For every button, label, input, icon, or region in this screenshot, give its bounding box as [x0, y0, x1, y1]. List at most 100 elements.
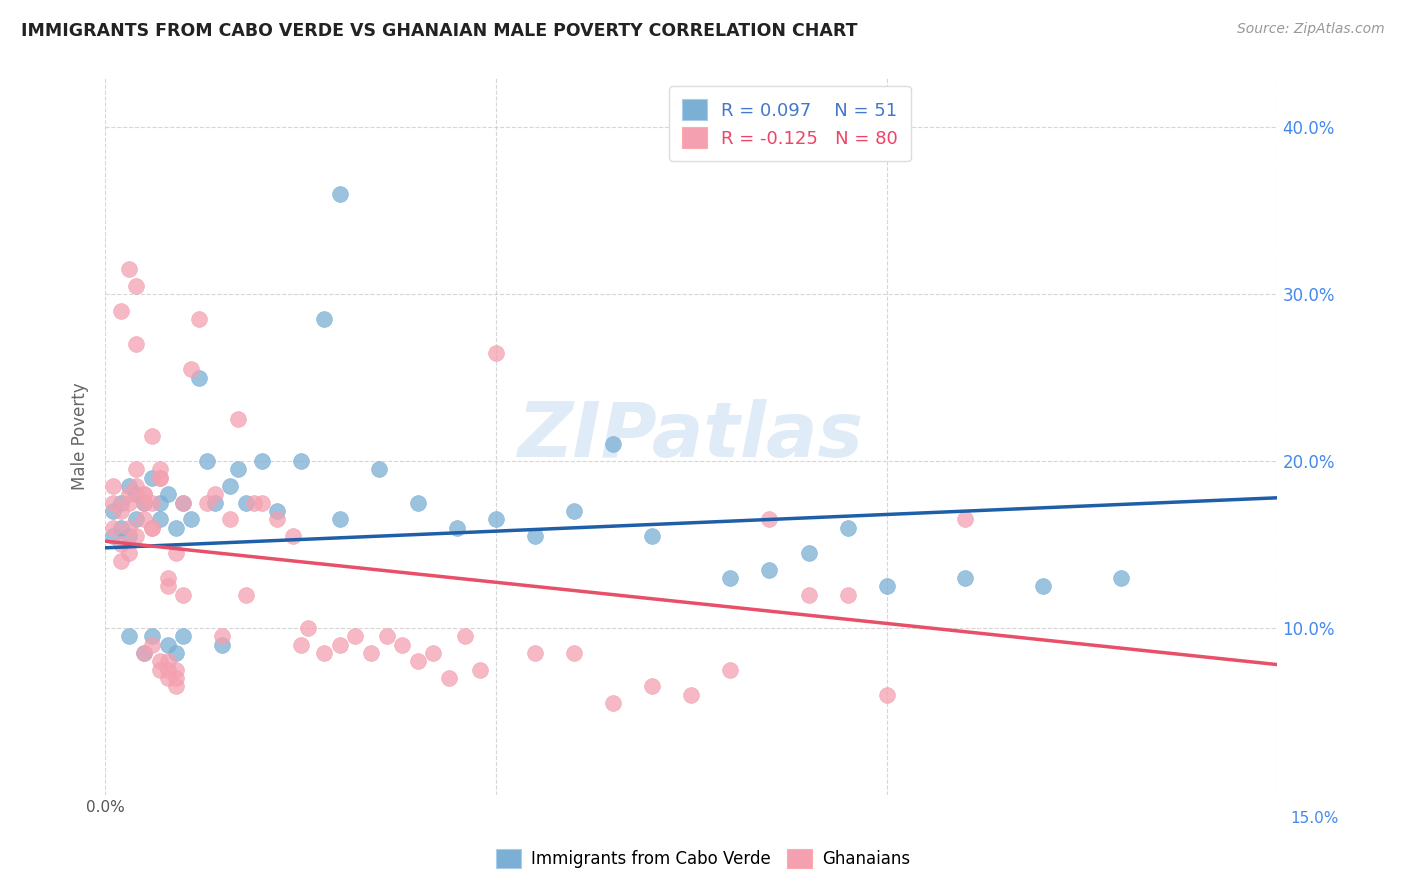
Text: 15.0%: 15.0% — [1291, 812, 1339, 826]
Point — [602, 696, 624, 710]
Point — [204, 496, 226, 510]
Point — [953, 512, 976, 526]
Point — [149, 663, 172, 677]
Point — [141, 521, 163, 535]
Point — [681, 688, 703, 702]
Point — [149, 471, 172, 485]
Point — [134, 496, 156, 510]
Point — [180, 512, 202, 526]
Point — [172, 629, 194, 643]
Point — [149, 654, 172, 668]
Point — [125, 462, 148, 476]
Point — [219, 479, 242, 493]
Point — [290, 454, 312, 468]
Point — [235, 496, 257, 510]
Point — [562, 504, 585, 518]
Point — [156, 571, 179, 585]
Legend: Immigrants from Cabo Verde, Ghanaians: Immigrants from Cabo Verde, Ghanaians — [489, 842, 917, 875]
Point — [101, 504, 124, 518]
Point — [180, 362, 202, 376]
Point — [312, 312, 335, 326]
Point — [110, 504, 132, 518]
Point — [101, 496, 124, 510]
Point — [837, 521, 859, 535]
Point — [165, 679, 187, 693]
Point — [876, 579, 898, 593]
Point — [219, 512, 242, 526]
Point — [797, 546, 820, 560]
Point — [485, 512, 508, 526]
Point — [453, 629, 475, 643]
Point — [134, 512, 156, 526]
Point — [134, 496, 156, 510]
Point — [110, 496, 132, 510]
Point — [422, 646, 444, 660]
Point — [1032, 579, 1054, 593]
Point — [641, 529, 664, 543]
Point — [281, 529, 304, 543]
Point — [195, 454, 218, 468]
Point — [718, 571, 741, 585]
Point — [165, 546, 187, 560]
Point — [134, 487, 156, 501]
Point — [266, 512, 288, 526]
Point — [165, 521, 187, 535]
Point — [118, 546, 141, 560]
Text: Source: ZipAtlas.com: Source: ZipAtlas.com — [1237, 22, 1385, 37]
Point — [406, 496, 429, 510]
Point — [211, 638, 233, 652]
Point — [235, 588, 257, 602]
Point — [406, 654, 429, 668]
Point — [242, 496, 264, 510]
Point — [101, 529, 124, 543]
Point — [156, 638, 179, 652]
Point — [758, 562, 780, 576]
Point — [156, 487, 179, 501]
Point — [141, 471, 163, 485]
Point — [524, 529, 547, 543]
Point — [290, 638, 312, 652]
Point — [172, 496, 194, 510]
Point — [329, 187, 352, 202]
Point — [312, 646, 335, 660]
Point — [188, 370, 211, 384]
Text: IMMIGRANTS FROM CABO VERDE VS GHANAIAN MALE POVERTY CORRELATION CHART: IMMIGRANTS FROM CABO VERDE VS GHANAIAN M… — [21, 22, 858, 40]
Point — [149, 462, 172, 476]
Point — [118, 479, 141, 493]
Point — [149, 471, 172, 485]
Point — [470, 663, 492, 677]
Point — [141, 638, 163, 652]
Point — [156, 654, 179, 668]
Point — [1109, 571, 1132, 585]
Point — [485, 345, 508, 359]
Point — [953, 571, 976, 585]
Point — [195, 496, 218, 510]
Point — [125, 479, 148, 493]
Point — [344, 629, 367, 643]
Point — [797, 588, 820, 602]
Point — [360, 646, 382, 660]
Point — [118, 529, 141, 543]
Point — [110, 521, 132, 535]
Point — [141, 629, 163, 643]
Point — [101, 521, 124, 535]
Point — [204, 487, 226, 501]
Point — [156, 663, 179, 677]
Point — [172, 588, 194, 602]
Point — [329, 638, 352, 652]
Point — [134, 646, 156, 660]
Point — [876, 688, 898, 702]
Point — [165, 663, 187, 677]
Legend: R = 0.097    N = 51, R = -0.125   N = 80: R = 0.097 N = 51, R = -0.125 N = 80 — [669, 87, 911, 161]
Point — [602, 437, 624, 451]
Point — [172, 496, 194, 510]
Point — [125, 337, 148, 351]
Point — [250, 454, 273, 468]
Point — [125, 512, 148, 526]
Point — [101, 479, 124, 493]
Point — [134, 646, 156, 660]
Point — [226, 462, 249, 476]
Point — [110, 537, 132, 551]
Point — [141, 496, 163, 510]
Point — [367, 462, 389, 476]
